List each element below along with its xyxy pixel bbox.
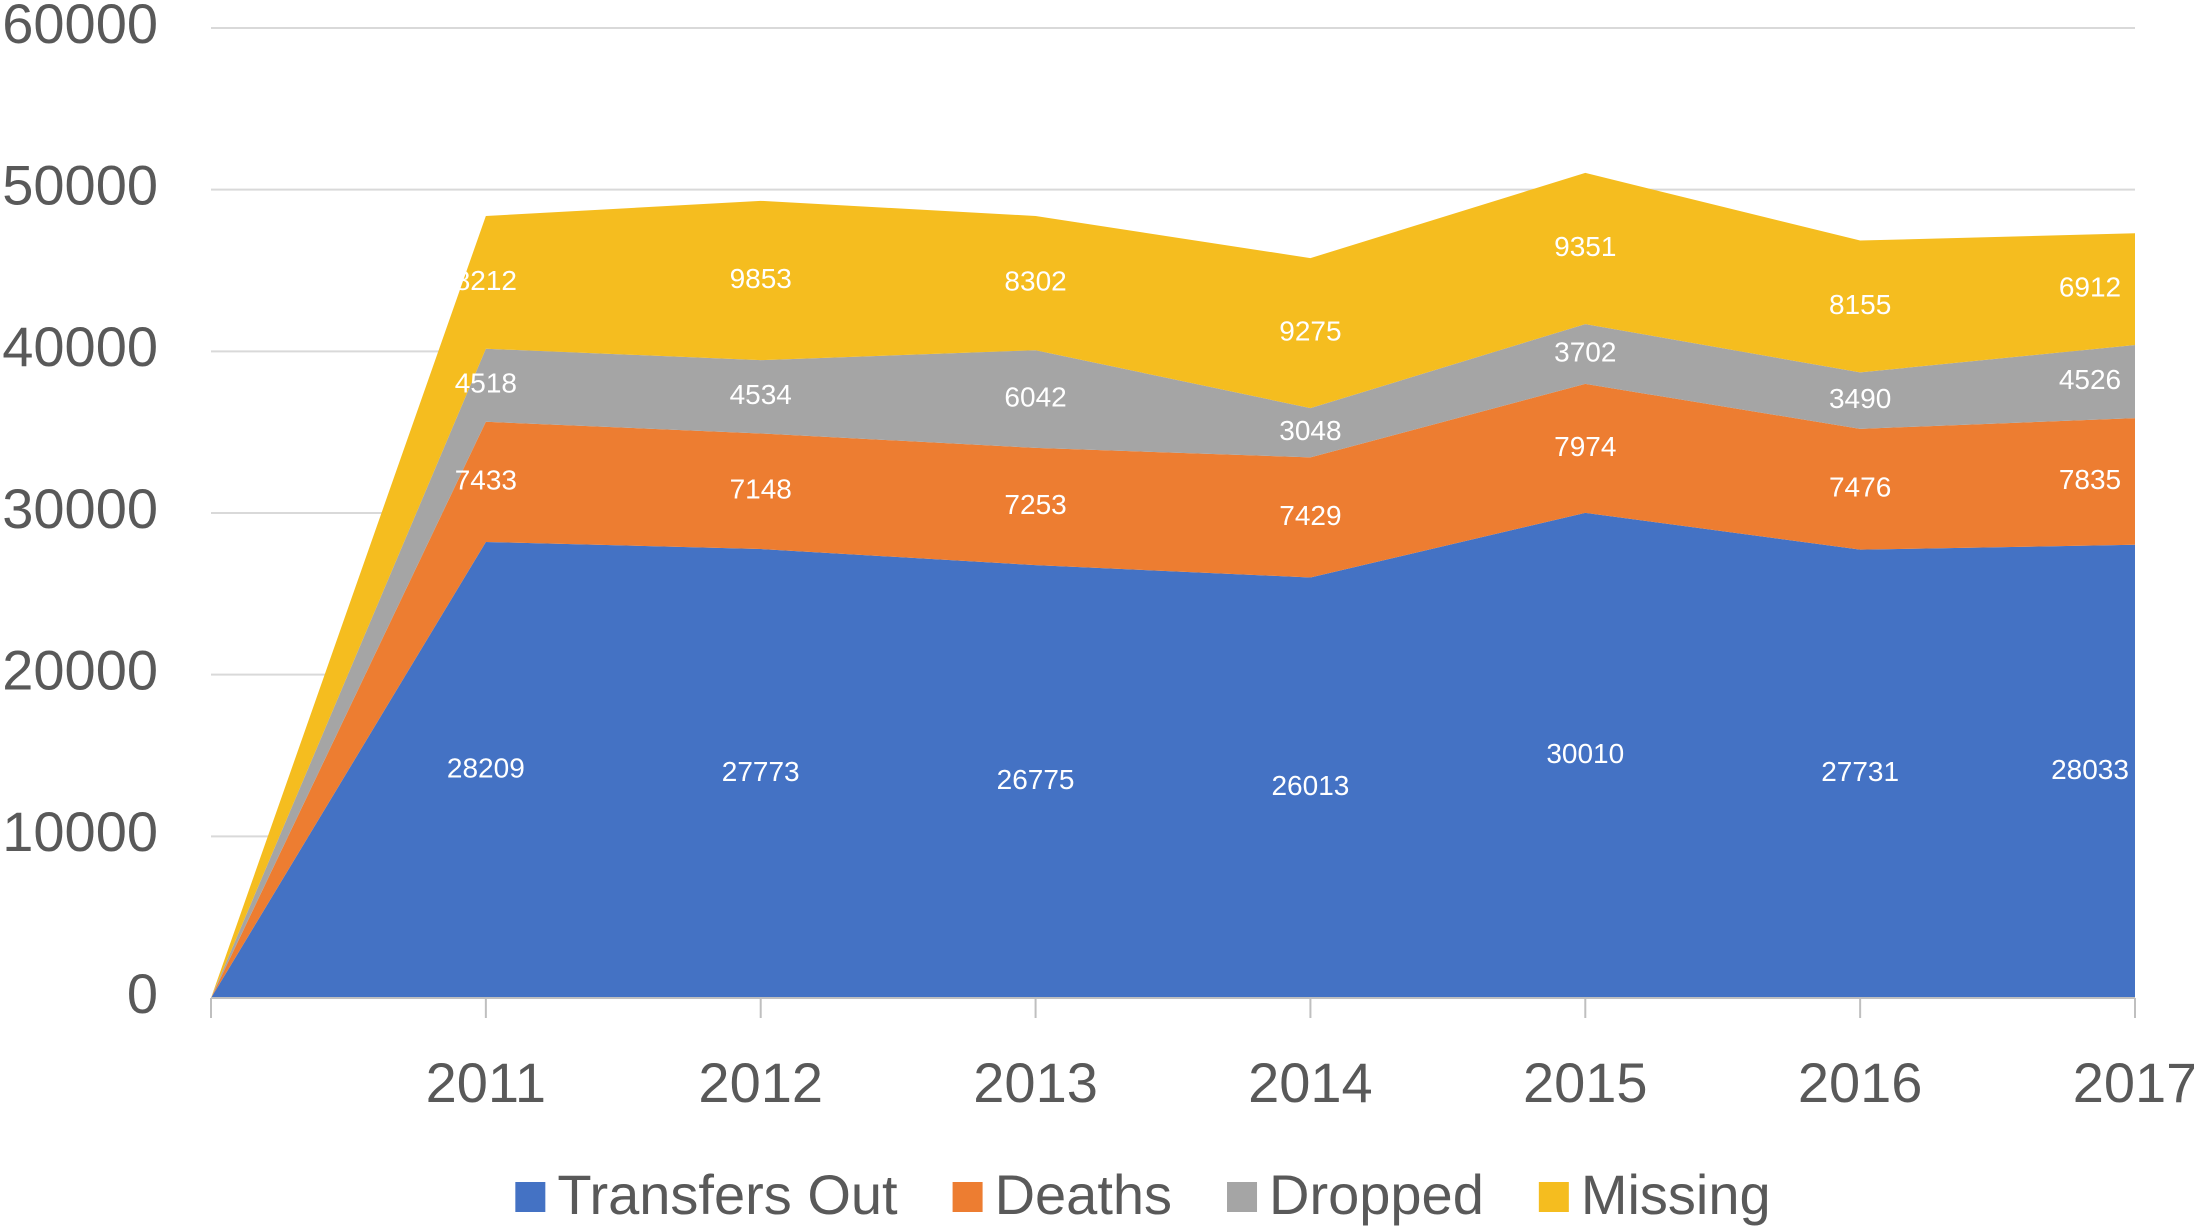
data-label: 7476 [1829, 472, 1891, 503]
data-label: 28033 [2051, 754, 2129, 785]
data-label: 7429 [1279, 500, 1341, 531]
x-tick-label: 2011 [426, 1051, 546, 1114]
legend: Transfers Out Deaths Dropped Missing [515, 1163, 1771, 1226]
y-tick-label: 30000 [2, 477, 158, 540]
data-label: 8155 [1829, 289, 1891, 320]
legend-swatch [1227, 1182, 1258, 1212]
data-label: 4518 [455, 368, 517, 399]
data-label: 4526 [2059, 364, 2121, 395]
legend-swatch [515, 1182, 546, 1212]
x-tick-label: 2012 [698, 1051, 823, 1114]
data-label: 9351 [1554, 231, 1616, 262]
data-label: 6912 [2059, 271, 2121, 302]
legend-swatch [1538, 1182, 1569, 1212]
data-label: 7148 [730, 474, 792, 505]
legend-swatch [952, 1182, 983, 1212]
data-label: 3702 [1554, 336, 1616, 367]
x-tick-label: 2017 [2073, 1051, 2194, 1114]
legend-label: Dropped [1269, 1163, 1484, 1226]
legend-label: Transfers Out [557, 1163, 898, 1226]
data-label: 8212 [455, 265, 517, 296]
y-tick-label: 60000 [2, 0, 158, 55]
area [211, 172, 2135, 998]
data-label: 27731 [1821, 756, 1899, 787]
data-label: 7835 [2059, 464, 2121, 495]
x-tick-label: 2014 [1248, 1051, 1373, 1114]
data-label: 9853 [730, 263, 792, 294]
data-label: 8302 [1004, 265, 1066, 296]
data-label: 6042 [1004, 381, 1066, 412]
area [211, 383, 2135, 999]
y-tick-label: 40000 [2, 315, 158, 378]
area [211, 512, 2135, 998]
legend-label: Missing [1581, 1163, 1771, 1226]
y-tick-label: 0 [127, 962, 158, 1025]
data-label: 7433 [455, 464, 517, 495]
data-label: 26013 [1271, 770, 1349, 801]
data-label: 9275 [1279, 315, 1341, 346]
data-label: 4534 [730, 379, 792, 410]
data-label: 3048 [1279, 415, 1341, 446]
y-tick-label: 10000 [2, 800, 158, 863]
data-label: 7253 [1004, 489, 1066, 520]
x-tick-label: 2015 [1523, 1051, 1648, 1114]
y-tick-label: 50000 [2, 153, 158, 216]
area [211, 324, 2135, 999]
data-label: 28209 [447, 752, 525, 783]
x-tick-label: 2016 [1798, 1051, 1923, 1114]
data-label: 30010 [1546, 738, 1624, 769]
data-label: 27773 [722, 756, 800, 787]
data-label: 7974 [1554, 431, 1616, 462]
y-tick-label: 20000 [2, 638, 158, 701]
x-tick-label: 2013 [973, 1051, 1098, 1114]
legend-label: Deaths [995, 1163, 1172, 1226]
data-label: 26775 [997, 764, 1075, 795]
data-label: 3490 [1829, 383, 1891, 414]
